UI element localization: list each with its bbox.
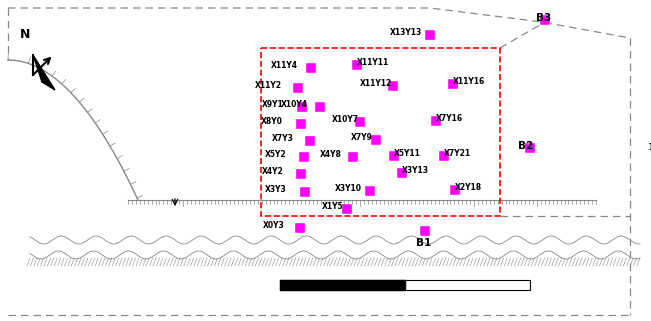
Text: B1: B1 [416, 238, 431, 248]
Point [431, 118, 441, 124]
Text: X11Y2: X11Y2 [255, 81, 282, 90]
Text: X4Y2: X4Y2 [262, 167, 284, 176]
Point [365, 188, 375, 194]
Text: 15 m: 15 m [648, 143, 651, 152]
Point [388, 83, 398, 89]
Point [305, 138, 315, 143]
Point [342, 206, 352, 212]
Text: X13Y13: X13Y13 [390, 28, 422, 37]
Point [300, 189, 311, 195]
Point [348, 154, 358, 160]
Text: X7Y16: X7Y16 [436, 114, 463, 123]
Text: X10Y7: X10Y7 [332, 115, 359, 124]
Point [315, 104, 326, 109]
Point [296, 121, 306, 126]
Point [425, 32, 436, 38]
Point [525, 145, 535, 151]
Point [295, 225, 305, 230]
Point [540, 17, 550, 22]
Point [296, 171, 306, 177]
Text: X11Y16: X11Y16 [453, 77, 485, 86]
Text: X5Y2: X5Y2 [265, 150, 286, 159]
Point [306, 65, 316, 71]
Text: X8Y0: X8Y0 [261, 117, 283, 126]
Text: X5Y11: X5Y11 [394, 149, 421, 158]
Text: X4Y8: X4Y8 [320, 150, 342, 159]
Point [439, 153, 449, 159]
Point [352, 62, 362, 67]
Point [420, 229, 430, 234]
Bar [261, 48, 500, 216]
Point [299, 154, 309, 160]
Text: X0Y3: X0Y3 [263, 221, 284, 230]
Text: N: N [20, 29, 30, 41]
Point [297, 104, 307, 109]
Point [397, 170, 408, 176]
Polygon shape [33, 55, 55, 90]
Text: X3Y10: X3Y10 [335, 184, 362, 193]
Text: X1Y5: X1Y5 [322, 202, 344, 211]
Text: X7Y9: X7Y9 [351, 133, 373, 142]
Text: B3: B3 [536, 13, 551, 23]
Text: X7Y21: X7Y21 [444, 149, 471, 158]
Text: X3Y3: X3Y3 [265, 185, 286, 194]
Text: X10Y4: X10Y4 [281, 100, 308, 109]
Text: X11Y12: X11Y12 [360, 79, 393, 88]
Point [293, 85, 303, 91]
Bar [280, 280, 530, 290]
Point [355, 119, 365, 125]
Point [371, 137, 381, 143]
Text: X3Y13: X3Y13 [402, 166, 429, 175]
Text: X2Y18: X2Y18 [455, 183, 482, 192]
Text: X11Y11: X11Y11 [357, 58, 389, 67]
Text: X11Y4: X11Y4 [271, 61, 298, 70]
Point [448, 82, 458, 87]
Point [450, 187, 460, 193]
Text: X7Y3: X7Y3 [272, 134, 294, 143]
Point [389, 153, 399, 159]
Text: B2: B2 [518, 141, 533, 151]
Text: X9Y1: X9Y1 [262, 100, 284, 109]
